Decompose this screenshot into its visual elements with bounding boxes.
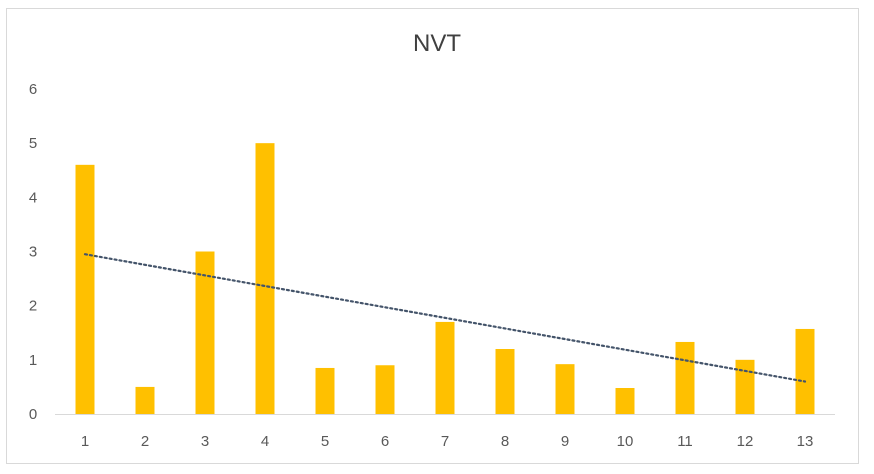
x-tick-label: 11 bbox=[677, 433, 693, 450]
y-tick-label: 5 bbox=[29, 135, 37, 152]
x-tick-label: 7 bbox=[441, 433, 449, 450]
bar bbox=[315, 367, 335, 414]
x-tick-label: 1 bbox=[81, 433, 89, 450]
bars bbox=[75, 143, 815, 414]
y-tick-label: 3 bbox=[29, 244, 37, 261]
bar bbox=[675, 341, 695, 414]
bar bbox=[735, 359, 755, 414]
trendline bbox=[83, 253, 807, 383]
bar bbox=[135, 386, 155, 414]
x-tick-label: 13 bbox=[797, 433, 814, 450]
chart-title: NVT bbox=[413, 30, 461, 57]
x-axis-ticks: 1 2 3 4 5 6 7 8 9 10 11 12 13 bbox=[81, 433, 814, 450]
y-axis-ticks: 0 1 2 3 4 5 6 bbox=[29, 81, 37, 423]
y-tick-label: 4 bbox=[29, 189, 37, 206]
x-tick-label: 5 bbox=[321, 433, 329, 450]
x-tick-label: 8 bbox=[501, 433, 509, 450]
x-tick-label: 6 bbox=[381, 433, 389, 450]
y-tick-label: 2 bbox=[29, 298, 37, 315]
x-tick-label: 10 bbox=[617, 433, 634, 450]
y-tick-label: 1 bbox=[29, 352, 37, 369]
bar bbox=[195, 251, 215, 414]
bar bbox=[795, 328, 815, 414]
x-tick-label: 4 bbox=[261, 433, 269, 450]
bar bbox=[555, 364, 575, 414]
bar bbox=[615, 388, 635, 414]
x-tick-label: 2 bbox=[141, 433, 149, 450]
bar bbox=[255, 143, 275, 414]
x-tick-label: 9 bbox=[561, 433, 569, 450]
bar bbox=[375, 365, 395, 414]
bar bbox=[495, 349, 515, 414]
x-tick-label: 3 bbox=[201, 433, 209, 450]
bar bbox=[75, 164, 95, 414]
x-tick-label: 12 bbox=[737, 433, 754, 450]
y-tick-label: 6 bbox=[29, 81, 37, 98]
y-tick-label: 0 bbox=[29, 406, 37, 423]
bar bbox=[435, 321, 455, 414]
